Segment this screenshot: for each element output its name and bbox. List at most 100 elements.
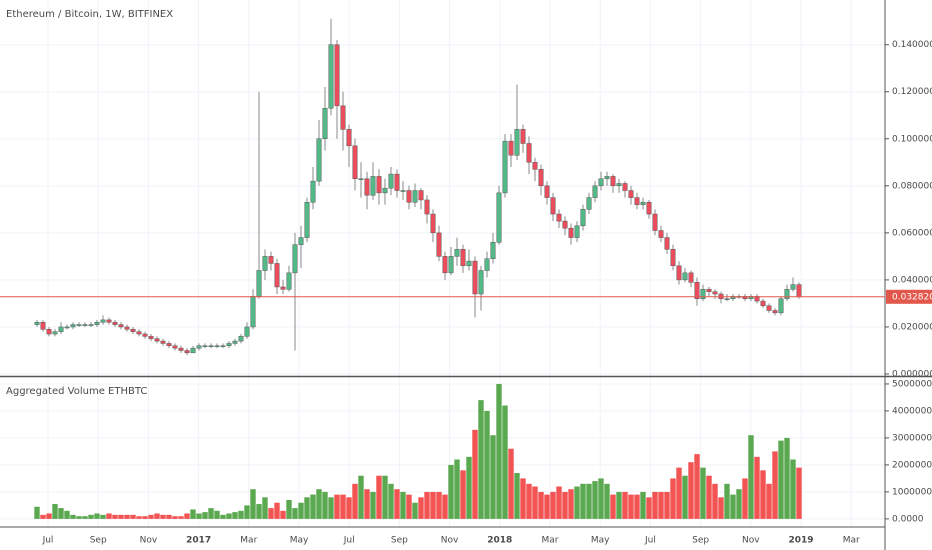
volume-bar: [310, 494, 316, 519]
candle-body: [616, 183, 622, 187]
candle-body: [58, 326, 64, 332]
x-tick-label: 2018: [487, 536, 512, 546]
volume-bar: [268, 508, 274, 519]
volume-bar: [466, 456, 472, 519]
volume-bar: [694, 454, 700, 519]
candle-body: [40, 322, 46, 330]
volume-bar: [394, 489, 400, 519]
x-tick-label: 2019: [788, 536, 813, 546]
candle-body: [520, 129, 526, 144]
candle-body: [766, 305, 772, 311]
volume-bar: [400, 491, 406, 519]
y-tick-label: 5000000.0000: [892, 379, 932, 389]
last-price-box: [886, 289, 932, 304]
y-tick-label: 2000000.0000: [892, 460, 932, 470]
candle-body: [412, 190, 418, 203]
volume-bar: [352, 483, 358, 519]
volume-bar: [76, 516, 82, 519]
candle-body: [580, 209, 586, 227]
x-tick-label: May: [290, 536, 309, 546]
candle-body: [286, 272, 292, 290]
candle-body: [448, 256, 454, 274]
volume-bar: [712, 483, 718, 519]
candle-body: [574, 225, 580, 238]
volume-bar: [340, 494, 346, 519]
volume-bar: [118, 514, 124, 519]
y-tick-label: 0.100000: [892, 134, 932, 144]
volume-bar: [604, 483, 610, 519]
candle-body: [568, 227, 574, 238]
volume-bar: [484, 410, 490, 519]
candle-body: [442, 256, 448, 274]
volume-bar: [316, 489, 322, 519]
volume-bar: [550, 491, 556, 519]
candle-body: [322, 107, 328, 140]
candle-body: [622, 183, 628, 191]
y-tick-label: 0.020000: [892, 322, 932, 332]
volume-bar: [292, 508, 298, 519]
candle-body: [238, 336, 244, 342]
candle-body: [424, 199, 430, 215]
candle-body: [130, 329, 136, 332]
candle-body: [184, 350, 190, 354]
x-tick-label: Sep: [90, 536, 107, 546]
volume-bar: [184, 513, 190, 519]
candle-body: [676, 265, 682, 281]
volume-bar: [358, 475, 364, 519]
volume-bar: [328, 497, 334, 519]
x-tick-label: Mar: [843, 536, 860, 546]
volume-bar: [520, 478, 526, 519]
candle-body: [304, 202, 310, 238]
volume-bar: [676, 467, 682, 519]
volume-bar: [514, 473, 520, 519]
volume-bar: [730, 494, 736, 519]
candle-body: [688, 272, 694, 283]
candle-body: [346, 129, 352, 147]
candle-body: [400, 190, 406, 192]
x-tick-label: 2017: [186, 536, 211, 546]
candle-body: [250, 296, 256, 328]
volume-bar: [220, 514, 226, 519]
volume-bar: [724, 483, 730, 519]
candle-body: [478, 270, 484, 295]
volume-bar: [658, 491, 664, 519]
candle-body: [496, 192, 502, 243]
candle-body: [154, 338, 160, 342]
x-tick-label: Jul: [343, 536, 355, 546]
volume-bar: [742, 478, 748, 519]
candle-body: [610, 176, 616, 187]
volume-bar: [460, 470, 466, 519]
candle-body: [784, 289, 790, 299]
x-tick-label: Jul: [42, 536, 54, 546]
candle-body: [682, 272, 688, 281]
candle-body: [268, 256, 274, 264]
volume-bar: [442, 494, 448, 519]
volume-bar: [748, 435, 754, 519]
candle-body: [370, 176, 376, 196]
candle-body: [118, 324, 124, 328]
candle-body: [142, 333, 148, 337]
candle-body: [358, 178, 364, 181]
volume-bar: [370, 491, 376, 519]
volume-bar: [784, 437, 790, 519]
volume-bar: [178, 516, 184, 519]
candle-body: [376, 176, 382, 194]
volume-bar: [454, 459, 460, 519]
volume-bar: [526, 483, 532, 519]
candle-body: [46, 329, 52, 335]
candle-body: [148, 336, 154, 339]
volume-bar: [136, 516, 142, 519]
volume-bar: [610, 494, 616, 519]
candle-body: [382, 187, 388, 194]
volume-bar: [334, 494, 340, 519]
candle-body: [550, 197, 556, 215]
candle-body: [166, 343, 172, 347]
candle-body: [628, 190, 634, 198]
marks: [34, 18, 802, 519]
candle-body: [190, 347, 196, 354]
volume-bar: [160, 514, 166, 519]
volume-bar: [586, 483, 592, 519]
volume-bar: [70, 514, 76, 519]
candle-body: [70, 324, 76, 328]
